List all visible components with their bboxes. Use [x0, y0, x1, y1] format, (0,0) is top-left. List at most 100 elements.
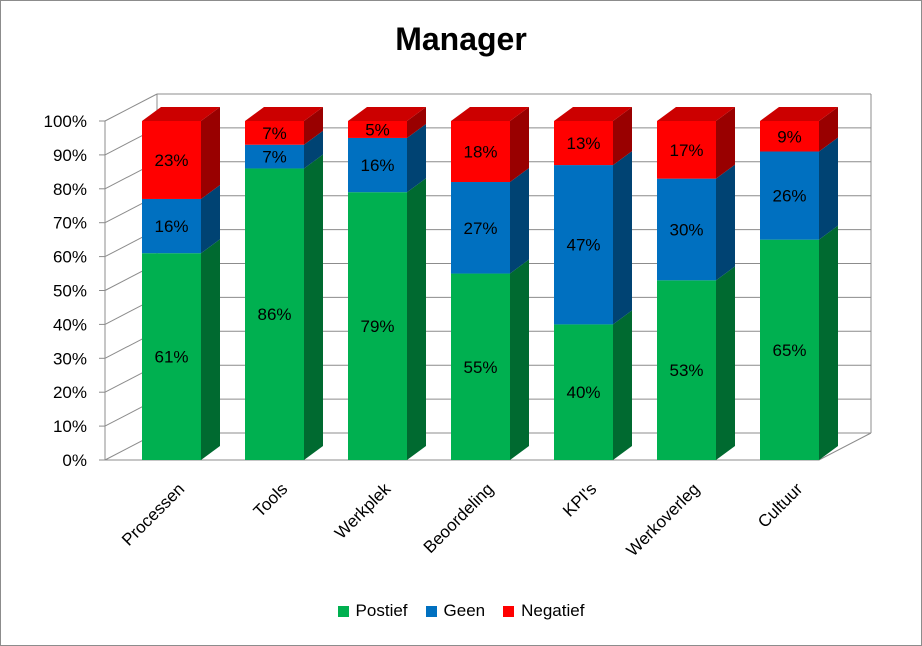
data-label: 5%: [365, 120, 390, 139]
bar-segment-postief: [554, 324, 613, 460]
bar-side-negatief: [201, 107, 220, 199]
bar-side-negatief: [407, 107, 426, 138]
data-label: 9%: [777, 127, 802, 146]
data-label: 65%: [772, 341, 806, 360]
bar-side-postief: [304, 154, 323, 460]
bar-top-negatief: [245, 107, 323, 121]
bar-segment-postief: [657, 280, 716, 460]
bar-side-postief: [510, 259, 529, 460]
bar-segment-negatief: [657, 121, 716, 179]
bar-top-negatief: [760, 107, 838, 121]
bar-top-negatief: [451, 107, 529, 121]
bar-segment-geen: [554, 165, 613, 325]
bar-segment-postief: [142, 253, 201, 460]
bar-side-geen: [716, 164, 735, 281]
bar-side-geen: [613, 151, 632, 325]
legend-swatch: [337, 605, 349, 617]
data-label: 40%: [566, 383, 600, 402]
bar-side-postief: [716, 266, 735, 460]
data-label: 18%: [463, 143, 497, 162]
data-label: 55%: [463, 358, 497, 377]
bar-side-geen: [201, 184, 220, 254]
data-label: 16%: [360, 156, 394, 175]
bar-segment-geen: [657, 178, 716, 281]
bar-side-postief: [407, 178, 426, 460]
bar-top-negatief: [657, 107, 735, 121]
y-tick-label: 30%: [53, 349, 87, 368]
bar-segment-geen: [451, 182, 510, 274]
legend-item-geen: Geen: [425, 601, 486, 621]
legend-label: Geen: [443, 601, 486, 620]
x-tick-label: Werkplek: [331, 479, 395, 543]
y-tick-label: 40%: [53, 315, 87, 334]
data-label: 61%: [154, 348, 188, 367]
data-label: 30%: [669, 220, 703, 239]
bar-top-negatief: [554, 107, 632, 121]
bar-side-negatief: [613, 107, 632, 166]
bar-top-negatief: [142, 107, 220, 121]
y-tick-label: 70%: [53, 214, 87, 233]
bar-top-negatief: [348, 107, 426, 121]
bar-segment-negatief: [348, 121, 407, 138]
legend-swatch: [425, 605, 437, 617]
bar-segment-negatief: [142, 121, 201, 199]
bar-side-geen: [510, 168, 529, 274]
y-tick-label: 60%: [53, 248, 87, 267]
bar-segment-negatief: [554, 121, 613, 166]
stacked-bar-chart: 0% 10% 20% 30% 40% 50% 60% 70% 80% 90% 100% 61% 16% 2…: [44, 93, 872, 560]
x-tick-label: Werkoverleg: [623, 479, 704, 560]
x-tick-label: Processen: [118, 479, 188, 549]
data-label: 79%: [360, 317, 394, 336]
x-tick-label: Tools: [250, 479, 291, 520]
data-label: 53%: [669, 361, 703, 380]
side-wall-line: [104, 93, 158, 122]
data-label: 47%: [566, 236, 600, 255]
bar-segment-negatief: [245, 121, 304, 145]
bar-side-negatief: [819, 107, 838, 152]
bar-side-postief: [819, 225, 838, 460]
bar-segment-postief: [245, 168, 304, 460]
y-tick-label: 10%: [53, 417, 87, 436]
data-label: 7%: [262, 124, 287, 143]
y-tick-label: 80%: [53, 180, 87, 199]
bar-segment-geen: [142, 198, 201, 254]
data-label: 23%: [154, 151, 188, 170]
data-label: 13%: [566, 134, 600, 153]
x-tick-label: KPI's: [559, 479, 600, 520]
legend-item-postief: Postief: [337, 601, 408, 621]
bar-side-negatief: [716, 107, 735, 179]
legend-label: Postief: [355, 601, 408, 620]
bar-side-negatief: [510, 107, 529, 183]
y-tick-label: 90%: [53, 146, 87, 165]
x-tick-label: Cultuur: [754, 479, 806, 531]
legend-item-negatief: Negatief: [503, 601, 584, 621]
bar-segment-postief: [451, 273, 510, 460]
bar-side-postief: [201, 239, 220, 460]
bar-segment-negatief: [760, 121, 819, 152]
bar-segment-postief: [760, 239, 819, 460]
y-tick-label: 20%: [53, 383, 87, 402]
bar-segment-geen: [245, 144, 304, 169]
bar-side-geen: [407, 123, 426, 193]
bar-side-postief: [613, 310, 632, 460]
legend: Postief Geen Negatief: [1, 601, 921, 621]
bar-side-geen: [819, 137, 838, 240]
data-label: 7%: [262, 148, 287, 167]
y-tick-label: 50%: [53, 282, 87, 301]
data-label: 27%: [463, 219, 497, 238]
bar-segment-postief: [348, 192, 407, 460]
x-tick-label: Beoordeling: [420, 479, 498, 557]
data-label: 86%: [257, 305, 291, 324]
bar-segment-geen: [348, 137, 407, 193]
data-label: 26%: [772, 187, 806, 206]
bar-segment-negatief: [451, 121, 510, 183]
chart-title: Manager: [395, 21, 527, 57]
bar-segment-geen: [760, 151, 819, 240]
legend-swatch: [503, 605, 515, 617]
legend-label: Negatief: [521, 601, 585, 620]
y-tick-label: 0%: [62, 451, 87, 470]
data-label: 17%: [669, 141, 703, 160]
data-label: 16%: [154, 217, 188, 236]
bar-side-geen: [304, 130, 323, 169]
